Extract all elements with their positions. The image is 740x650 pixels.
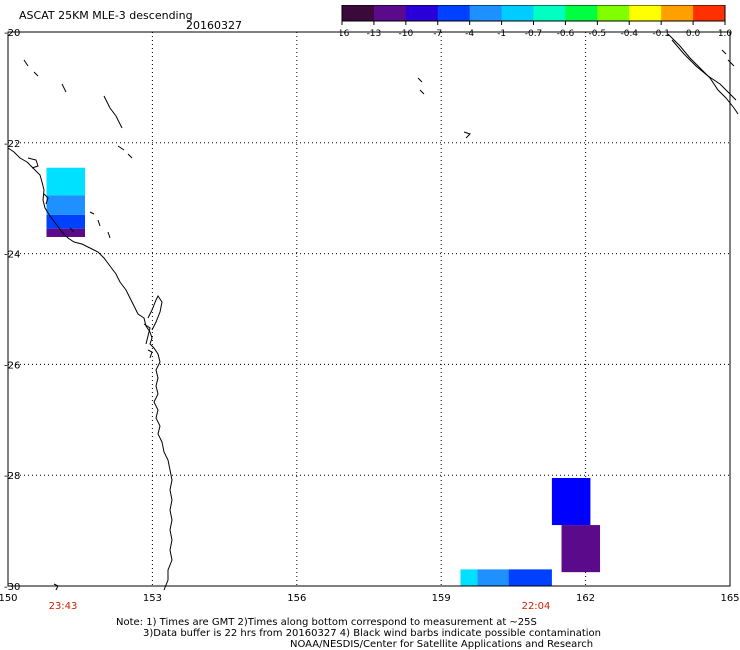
- grid-lines: [7, 31, 731, 587]
- coastline-islet: [53, 583, 59, 591]
- data-cell: [477, 569, 509, 586]
- coastline-island: [107, 231, 111, 239]
- coastline-reef: [33, 71, 39, 77]
- colorbar-tick-label: -0.1: [652, 29, 670, 39]
- coastline-island: [69, 227, 75, 233]
- coastline-islet: [727, 59, 735, 67]
- colorbar-segment: [597, 5, 630, 21]
- coastline-reef: [117, 145, 125, 151]
- coastline-island: [147, 349, 153, 359]
- data-cell: [46, 195, 86, 215]
- coastline: [7, 33, 739, 591]
- map-date: 20160327: [186, 19, 242, 32]
- lon-tick-label: 150: [0, 593, 18, 604]
- colorbar-tick-label: 0.0: [686, 29, 701, 39]
- colorbar: -16 -13 -10 -7 -4 -1 -0.7 -0.6 -0.5 -0.4 -0.1 0.0 1.…: [340, 5, 733, 39]
- coastline-island: [419, 89, 425, 95]
- data-cell: [46, 167, 86, 196]
- data-cell: [561, 525, 601, 573]
- coastline-island: [97, 219, 101, 227]
- lon-tick-label: 159: [432, 593, 451, 604]
- colorbar-segment: [437, 5, 471, 21]
- lat-tick-label: -30: [4, 582, 20, 593]
- colorbar-segment: [501, 5, 534, 21]
- map-frame: [7, 31, 731, 587]
- colorbar-segment: [373, 5, 407, 21]
- colorbar-tick-label: -1: [497, 29, 506, 39]
- colorbar-segment: [661, 5, 694, 21]
- colorbar-segment: [629, 5, 662, 21]
- lat-tick-label: -26: [4, 360, 20, 371]
- colorbar-tick-label: -0.5: [589, 29, 607, 39]
- lat-tick-label: -22: [4, 139, 20, 150]
- data-cell: [551, 477, 591, 526]
- coastline-island: [43, 193, 49, 205]
- coastline-bay: [143, 323, 151, 345]
- data-cell: [46, 228, 86, 237]
- colorbar-tick-label: -4: [465, 29, 474, 39]
- colorbar-segment: [405, 5, 439, 21]
- colorbar-tick-label: -0.4: [620, 29, 638, 39]
- colorbar-tick-label: -7: [433, 29, 442, 39]
- coastline-reef: [23, 59, 29, 67]
- colorbar-tick-label: -0.6: [557, 29, 575, 39]
- data-cells: [46, 167, 601, 586]
- coastline-island: [463, 131, 471, 139]
- colorbar-segment: [469, 5, 503, 21]
- coastline-reef: [103, 95, 123, 129]
- coastline-island: [417, 77, 423, 83]
- time-label: 22:04: [522, 601, 551, 612]
- colorbar-tick-label: -0.7: [525, 29, 543, 39]
- coastline-island: [27, 157, 39, 169]
- coastline-new-caledonia: [667, 33, 739, 115]
- coastline-reef: [127, 153, 133, 159]
- coastline-islet: [721, 49, 727, 55]
- coastline-reef: [61, 83, 67, 93]
- colorbar-tick-label: -10: [398, 29, 413, 39]
- colorbar-tick-label: -13: [367, 29, 382, 39]
- coastline-cape: [147, 295, 163, 331]
- map-plot: 150 153 156 159 162 165 -20 -22 -24 -26 -28 -30 23:4…: [0, 28, 740, 612]
- note-line-2: 3)Data buffer is 22 hrs from 20160327 4)…: [143, 628, 601, 639]
- colorbar-segment: [693, 5, 726, 21]
- colorbar-tick-label: 1.0: [718, 29, 733, 39]
- axis-tick-labels: 150 153 156 159 162 165 -20 -22 -24 -26 -28 -30 23:4…: [0, 28, 740, 612]
- map-title: ASCAT 25KM MLE-3 descending: [19, 9, 193, 22]
- data-cell: [460, 569, 478, 586]
- lat-tick-label: -24: [4, 250, 20, 261]
- coastline-new-caledonia: [671, 39, 737, 101]
- coastline-island: [89, 211, 95, 215]
- lat-tick-label: -20: [4, 28, 20, 39]
- data-cell: [46, 214, 86, 229]
- coastline-australia: [7, 147, 173, 591]
- colorbar-segment: [533, 5, 566, 21]
- data-cell: [508, 569, 552, 586]
- lon-tick-label: 156: [287, 593, 306, 604]
- lon-tick-label: 162: [576, 593, 595, 604]
- note-line-3: NOAA/NESDIS/Center for Satellite Applica…: [290, 639, 594, 650]
- colorbar-segment: [565, 5, 598, 21]
- time-label: 23:43: [49, 601, 78, 612]
- lat-tick-label: -28: [4, 471, 20, 482]
- note-line-1: Note: 1) Times are GMT 2)Times along bot…: [116, 617, 537, 628]
- colorbar-tick-label: -16: [340, 29, 350, 39]
- lon-tick-label: 165: [720, 593, 739, 604]
- lon-tick-label: 153: [143, 593, 162, 604]
- colorbar-segment: [342, 5, 375, 21]
